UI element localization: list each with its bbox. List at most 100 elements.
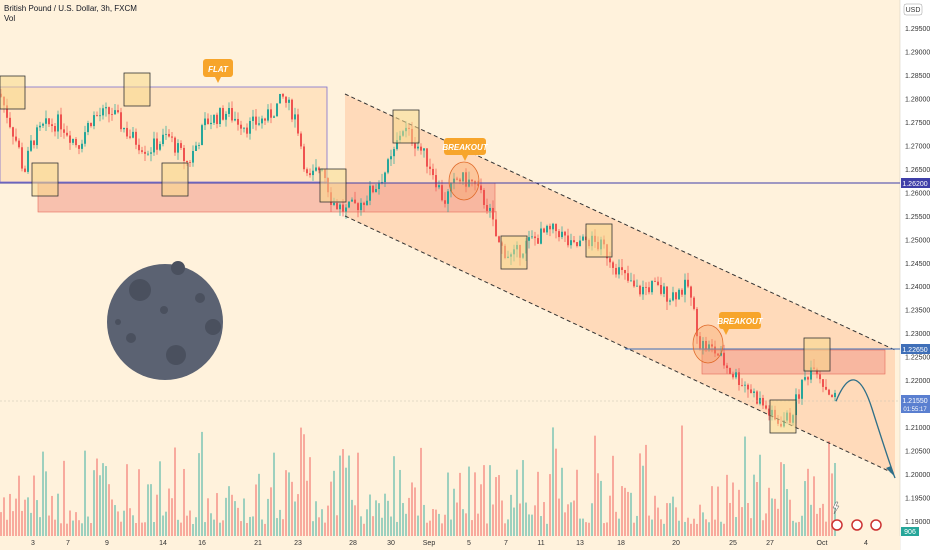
volume-bar	[30, 512, 32, 536]
volume-bar	[249, 516, 251, 536]
breakout-callout-2: BREAKOUT	[717, 312, 764, 335]
candle-body	[384, 172, 386, 183]
candle-body	[696, 308, 698, 337]
support-price-tag[interactable]: 1.22650	[901, 344, 930, 354]
volume-bar	[717, 486, 719, 536]
volume-bar	[825, 521, 827, 536]
candle-body	[105, 107, 107, 109]
volume-bar	[558, 498, 560, 536]
candle-body	[633, 280, 635, 287]
candle-body	[21, 147, 23, 169]
volume-bar	[18, 475, 20, 536]
volume-bar	[693, 518, 695, 536]
volume-bar	[66, 523, 68, 536]
volume-bar	[357, 452, 359, 536]
candle-body	[84, 132, 86, 144]
last-price-tag[interactable]: 1.21550 01:55:17	[901, 395, 930, 413]
candle-body	[660, 284, 662, 294]
price-tick-label: 1.25000	[905, 237, 930, 244]
candle-body	[291, 99, 293, 120]
time-axis-pane[interactable]	[0, 536, 900, 550]
candle-body	[729, 368, 731, 374]
candle-body	[198, 145, 200, 146]
resistance-price-value: 1.26200	[902, 181, 927, 188]
candle-body	[123, 127, 125, 130]
bar-countdown: 01:55:17	[903, 407, 927, 413]
volume-bar	[672, 496, 674, 536]
volume-bar	[789, 499, 791, 536]
volume-bar	[696, 523, 698, 536]
volume-value-tag[interactable]: 906	[901, 527, 919, 536]
candle-body	[483, 190, 485, 205]
candle-body	[135, 131, 137, 145]
price-axis-pane[interactable]	[900, 0, 932, 550]
candle-body	[27, 150, 29, 172]
candle-body	[81, 143, 83, 149]
volume-bar	[726, 474, 728, 536]
candle-body	[423, 148, 425, 151]
volume-bar	[252, 516, 254, 536]
volume-bar	[516, 469, 518, 536]
volume-bar	[54, 519, 56, 536]
volume-bar	[93, 470, 95, 536]
volume-bar	[45, 471, 47, 536]
volume-bar	[288, 472, 290, 536]
candle-body	[183, 147, 185, 161]
volume-bar	[582, 518, 584, 536]
us-flag-icon	[831, 519, 843, 531]
candle-body	[420, 146, 422, 151]
volume-bar	[540, 516, 542, 536]
volume-bar	[90, 523, 92, 536]
economic-event-icons[interactable]	[831, 501, 882, 531]
candle-body	[240, 124, 242, 129]
candle-body	[339, 204, 341, 210]
volume-bar	[555, 448, 557, 536]
candle-body	[531, 236, 533, 238]
volume-bar	[510, 494, 512, 536]
volume-bar	[414, 487, 416, 536]
time-tick-label: 7	[66, 540, 70, 547]
volume-bar	[423, 504, 425, 536]
candle-body	[276, 103, 278, 117]
candle-body	[222, 108, 224, 120]
volume-bar	[270, 487, 272, 536]
volume-bar	[831, 473, 833, 536]
candle-body	[192, 151, 194, 163]
candle-body	[90, 122, 92, 127]
volume-bar	[564, 512, 566, 536]
volume-bar	[246, 522, 248, 536]
volume-bar	[108, 484, 110, 536]
volume-value: 906	[904, 529, 916, 536]
candle-body	[561, 231, 563, 238]
volume-bar	[36, 500, 38, 536]
candle-body	[579, 240, 581, 247]
symbol-title[interactable]: British Pound / U.S. Dollar, 3h, FXCM	[4, 4, 137, 13]
volume-bar	[96, 458, 98, 536]
volume-bar	[12, 511, 14, 536]
candle-body	[450, 183, 452, 192]
candle-body	[546, 225, 548, 233]
volume-bar	[369, 494, 371, 536]
volume-bar	[114, 505, 116, 536]
resistance-price-tag[interactable]: 1.26200	[901, 178, 930, 188]
volume-bar	[441, 523, 443, 536]
candle-body	[750, 389, 752, 393]
volume-bar	[834, 462, 836, 536]
volume-bar	[387, 500, 389, 536]
candle-body	[153, 138, 155, 153]
candle-body	[624, 269, 626, 274]
volume-bar	[759, 454, 761, 536]
candle-body	[369, 185, 371, 201]
volume-bar	[390, 516, 392, 536]
candle-body	[534, 236, 536, 239]
candle-body	[735, 372, 737, 378]
volume-bar	[606, 522, 608, 536]
time-tick-label: Sep	[423, 540, 436, 547]
lightning-icon	[832, 501, 840, 515]
volume-bar	[75, 512, 77, 536]
volume-bar	[807, 468, 809, 536]
time-tick-label: 13	[576, 540, 584, 547]
candle-body	[201, 125, 203, 146]
volume-indicator-label[interactable]: Vol	[4, 14, 16, 23]
